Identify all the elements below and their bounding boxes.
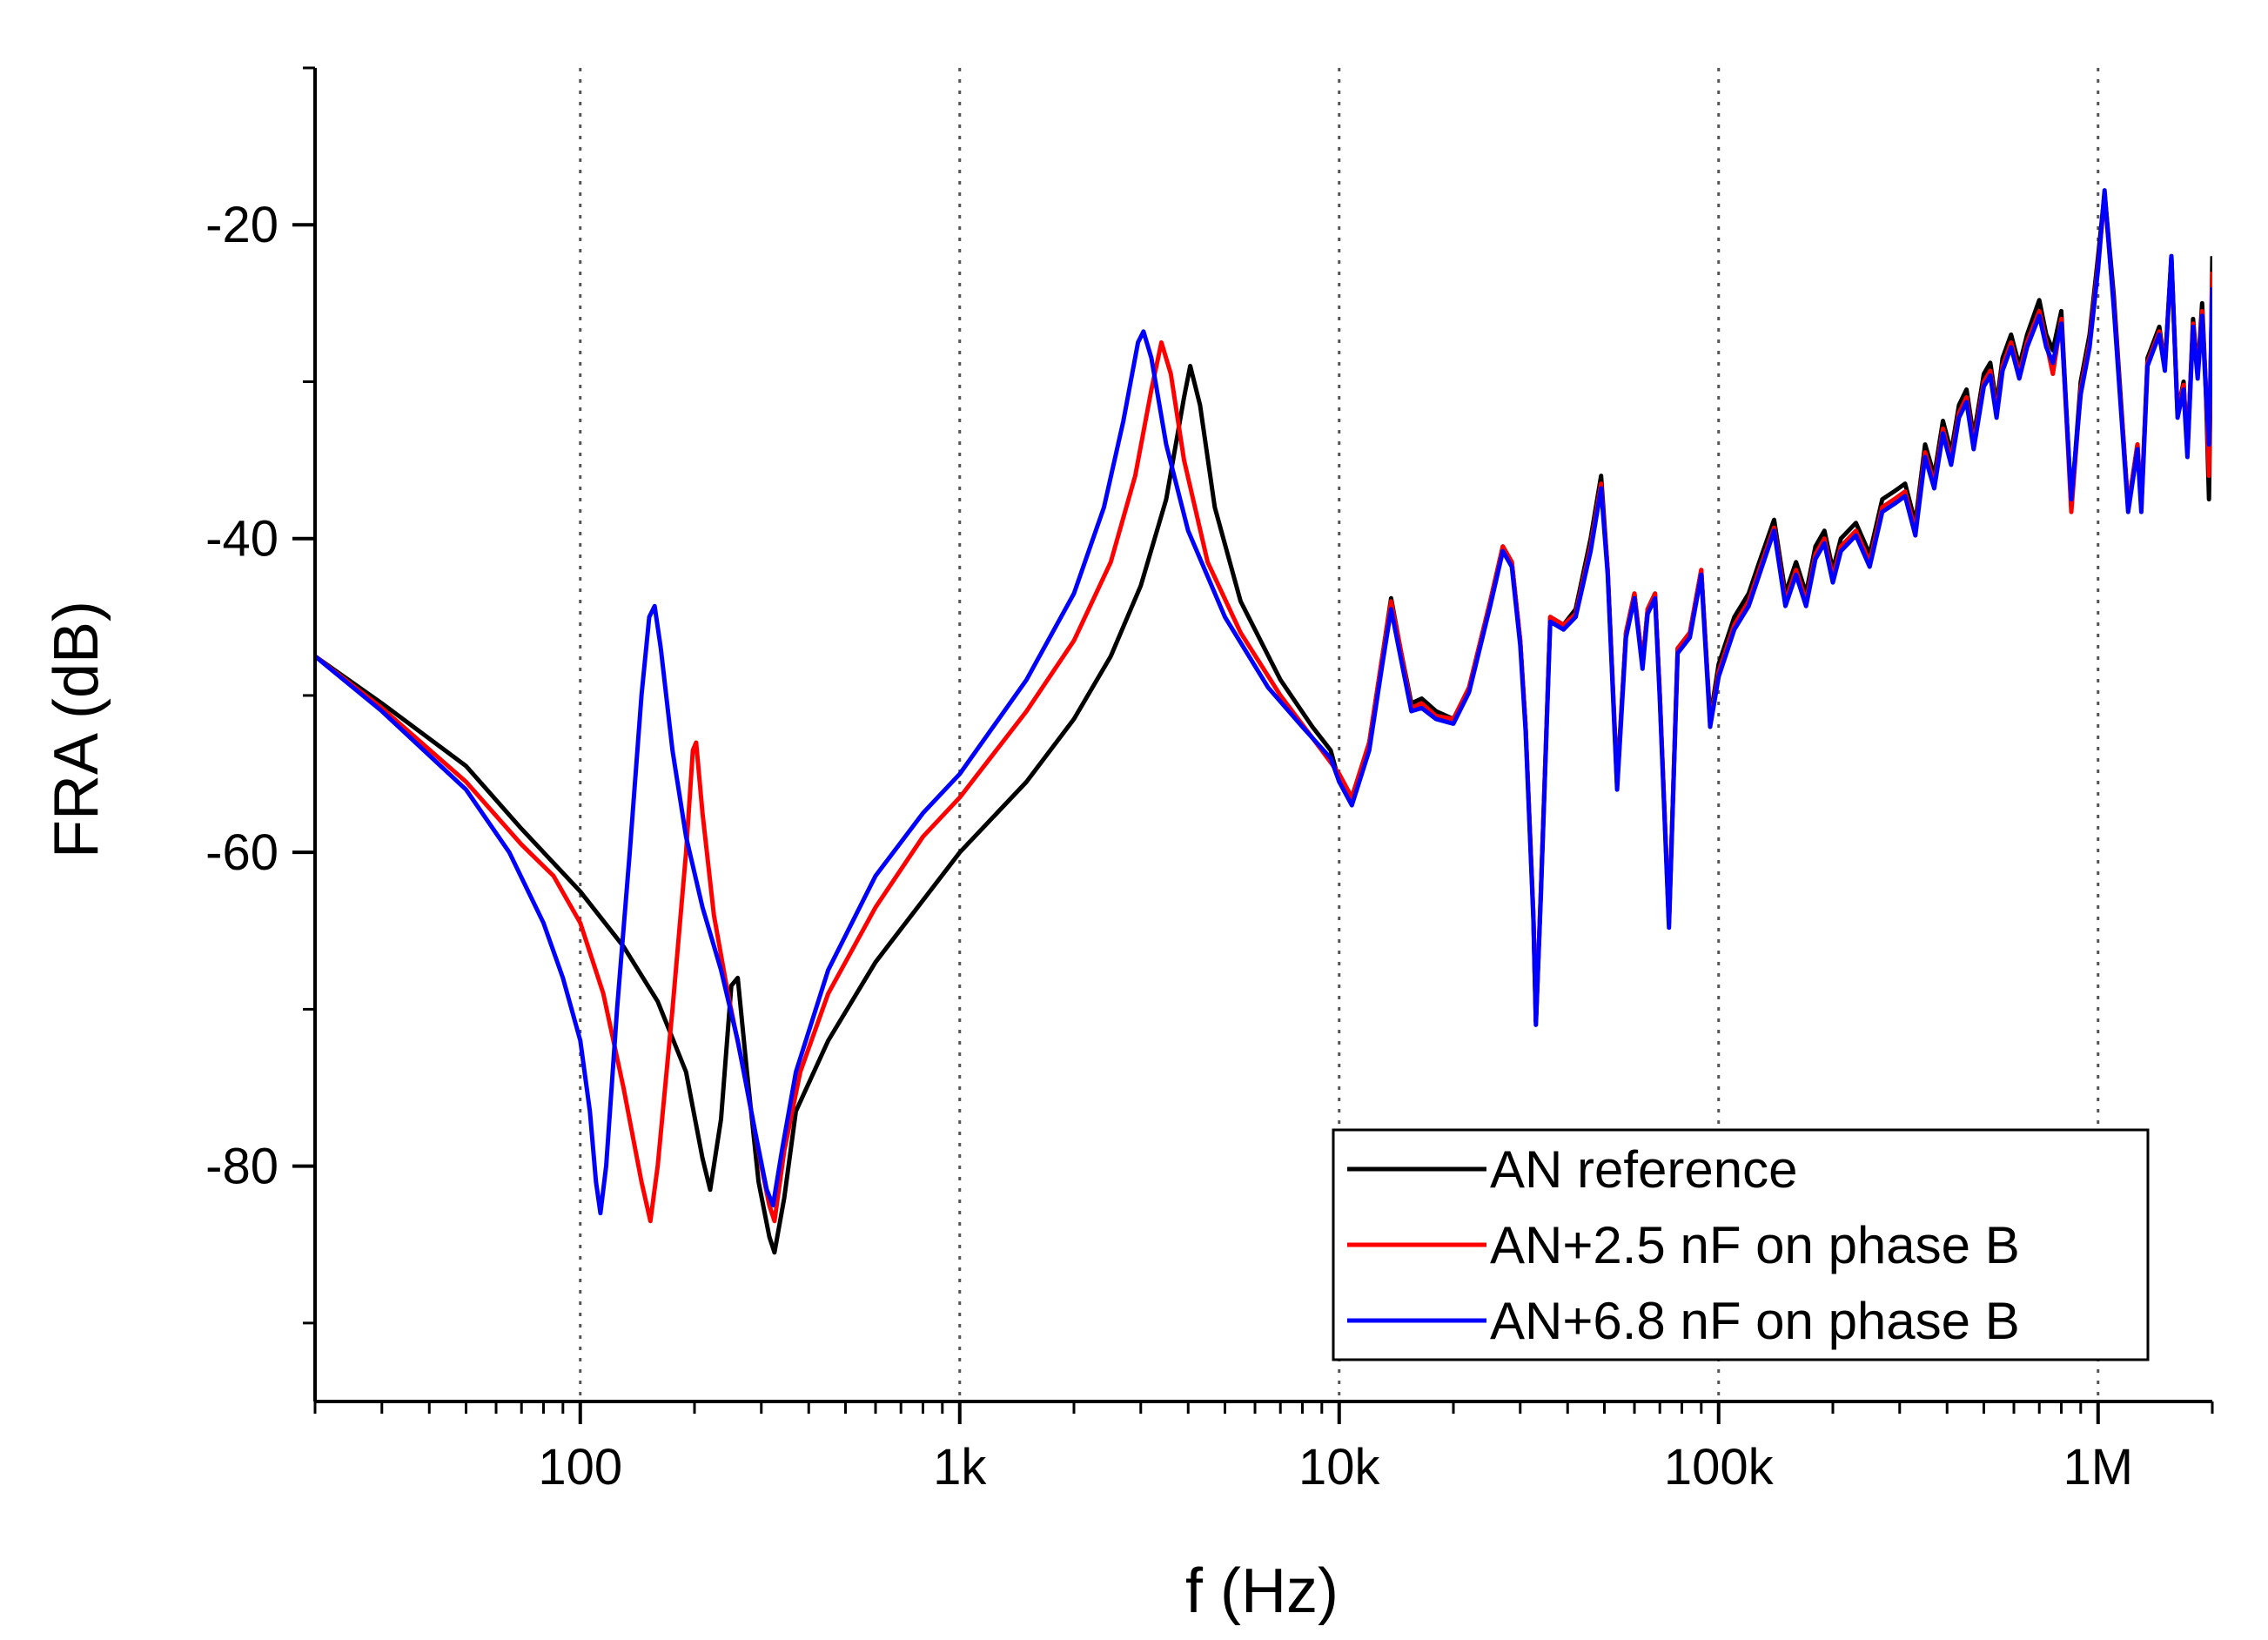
legend-label-an-reference: AN reference xyxy=(1490,1140,1798,1199)
x-tick-label: 1k xyxy=(933,1439,987,1495)
series-line-2 xyxy=(315,188,2212,1216)
legend-label-an-2-5nf: AN+2.5 nF on phase B xyxy=(1490,1216,2020,1274)
y-tick-label: -40 xyxy=(205,511,278,568)
x-tick-label: 100 xyxy=(538,1439,622,1495)
x-axis-title: f (Hz) xyxy=(1185,1556,1339,1626)
series-lines xyxy=(315,188,2212,1255)
legend-label-an-6-8nf: AN+6.8 nF on phase B xyxy=(1490,1292,2020,1350)
legend: AN reference AN+2.5 nF on phase B AN+6.8… xyxy=(1332,1128,2150,1361)
x-tick-label: 10k xyxy=(1298,1439,1381,1495)
axes xyxy=(313,68,2212,1403)
y-axis-title: FRA (dB) xyxy=(42,601,111,858)
x-tick-label: 1M xyxy=(2063,1439,2133,1495)
x-ticks: 100 1k 10k 100k 1M xyxy=(313,1401,2214,1495)
y-tick-label: -20 xyxy=(205,197,278,253)
y-tick-label: -60 xyxy=(205,824,278,881)
x-tick-label: 100k xyxy=(1664,1439,1775,1495)
y-ticks: -20 -40 -60 -80 xyxy=(205,66,315,1325)
y-tick-label: -80 xyxy=(205,1139,278,1195)
